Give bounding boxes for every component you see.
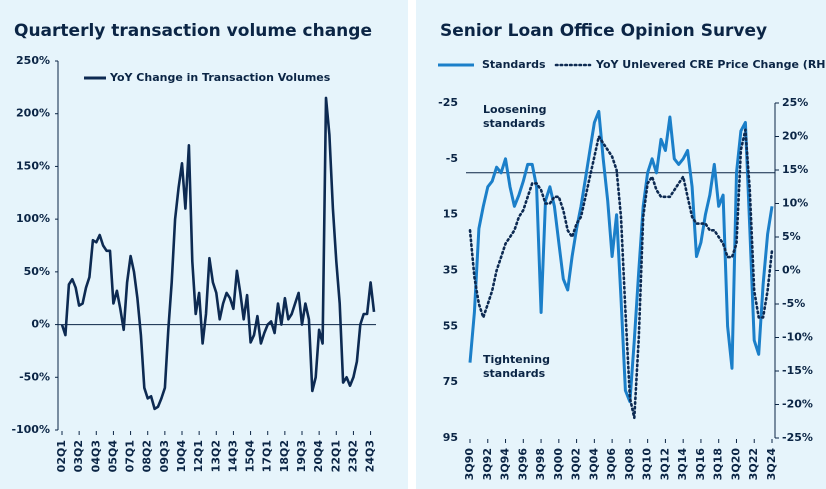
y-tick-label: 35 xyxy=(443,264,458,277)
x-tick-label: 02Q1 xyxy=(55,440,68,472)
x-tick-label: 3Q04 xyxy=(587,448,600,481)
x-tick-label: 23Q2 xyxy=(346,440,359,472)
x-tick-label: 3Q94 xyxy=(499,448,512,481)
x-tick-label: 3Q02 xyxy=(570,448,583,480)
x-tick-label: 3Q10 xyxy=(641,448,654,481)
y2-tick-label: 25% xyxy=(782,96,808,109)
x-tick-label: 14Q3 xyxy=(226,440,239,472)
series-line xyxy=(468,109,774,404)
y-tick-label: 15 xyxy=(443,208,458,221)
x-tick-label: 3Q18 xyxy=(712,448,725,480)
y2-tick-label: -20% xyxy=(782,398,813,411)
y2-tick-label: -15% xyxy=(782,364,813,377)
x-tick-label: 15Q4 xyxy=(244,440,257,473)
y2-tick-label: 0% xyxy=(782,264,801,277)
series-line xyxy=(60,96,376,411)
x-tick-label: 3Q92 xyxy=(481,448,494,480)
x-tick-label: 3Q14 xyxy=(676,448,689,481)
x-tick-label: 3Q16 xyxy=(694,448,707,481)
chart-title: Quarterly transaction volume change xyxy=(14,21,372,41)
x-tick-label: 04Q3 xyxy=(89,440,102,472)
legend-label: YoY Unlevered CRE Price Change (RHS) xyxy=(595,58,826,71)
legend-label: Standards xyxy=(482,58,546,71)
y2-tick-label: -10% xyxy=(782,331,813,344)
y-tick-label: -50% xyxy=(19,370,50,383)
x-tick-label: 3Q12 xyxy=(658,448,671,480)
x-tick-label: 3Q00 xyxy=(552,448,565,481)
y-tick-label: 100% xyxy=(16,212,50,225)
annotation: Tightening xyxy=(483,353,550,366)
chart-title: Senior Loan Office Opinion Survey xyxy=(440,21,767,41)
y-tick-label: 150% xyxy=(16,159,50,172)
y-tick-label: 75 xyxy=(443,375,458,388)
annotation: Loosening xyxy=(483,103,546,116)
x-tick-label: 18Q2 xyxy=(278,440,291,472)
x-tick-label: 07Q1 xyxy=(124,440,137,472)
x-tick-label: 20Q4 xyxy=(312,440,325,473)
x-tick-label: 13Q2 xyxy=(209,440,222,472)
x-tick-label: 09Q3 xyxy=(158,440,171,472)
y2-tick-label: 15% xyxy=(782,163,808,176)
y-tick-label: 50% xyxy=(24,265,50,278)
y-tick-label: 200% xyxy=(16,107,50,120)
y2-tick-label: -25% xyxy=(782,431,813,444)
x-tick-label: 10Q4 xyxy=(175,440,188,473)
y-tick-label: -5 xyxy=(446,152,458,165)
annotation: standards xyxy=(483,117,546,130)
y2-tick-label: 10% xyxy=(782,197,808,210)
x-tick-label: 3Q20 xyxy=(729,448,742,481)
x-tick-label: 3Q24 xyxy=(765,448,778,481)
x-tick-label: 3Q96 xyxy=(516,448,529,481)
y2-tick-label: 20% xyxy=(782,130,808,143)
x-tick-label: 03Q2 xyxy=(72,440,85,472)
y-tick-label: 0% xyxy=(31,318,50,331)
x-tick-label: 22Q1 xyxy=(329,440,342,472)
panel-background xyxy=(0,0,408,489)
x-tick-label: 05Q4 xyxy=(106,440,119,473)
y-tick-label: -100% xyxy=(11,423,50,436)
y-tick-label: 55 xyxy=(443,319,458,332)
y-tick-label: -25 xyxy=(438,96,458,109)
x-tick-label: 3Q06 xyxy=(605,448,618,481)
x-tick-label: 24Q3 xyxy=(364,440,377,472)
x-tick-label: 19Q3 xyxy=(295,440,308,472)
y2-tick-label: 5% xyxy=(782,230,801,243)
x-tick-label: 08Q2 xyxy=(141,440,154,472)
x-tick-label: 3Q90 xyxy=(463,448,476,481)
y-tick-label: 95 xyxy=(443,431,458,444)
panel-background xyxy=(416,0,826,489)
x-tick-label: 17Q1 xyxy=(261,440,274,472)
series-line xyxy=(468,128,774,420)
x-tick-label: 3Q98 xyxy=(534,448,547,480)
y2-tick-label: -5% xyxy=(782,297,805,310)
x-tick-label: 12Q1 xyxy=(192,440,205,472)
y-tick-label: 250% xyxy=(16,54,50,67)
x-tick-label: 3Q08 xyxy=(623,448,636,480)
x-tick-label: 3Q22 xyxy=(747,448,760,480)
annotation: standards xyxy=(483,367,546,380)
legend-label: YoY Change in Transaction Volumes xyxy=(109,71,331,84)
